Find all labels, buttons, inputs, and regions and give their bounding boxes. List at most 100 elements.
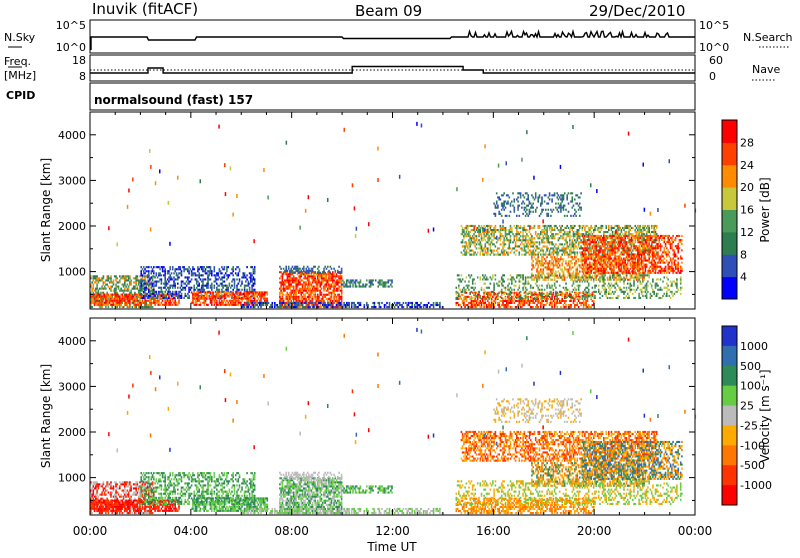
heatmap-cell [467, 245, 469, 247]
heatmap-cell [491, 233, 493, 235]
heatmap-cell [143, 266, 145, 268]
heatmap-cell [529, 231, 531, 233]
heatmap-cell [548, 247, 550, 249]
heatmap-cell [229, 291, 231, 293]
heatmap-cell [119, 296, 121, 298]
heatmap-cell [229, 274, 231, 276]
heatmap-cell [318, 277, 320, 279]
heatmap-cell [153, 289, 155, 291]
heatmap-cell [585, 275, 587, 277]
heatmap-cell [206, 298, 208, 300]
heatmap-cell [328, 270, 330, 272]
heatmap-cell [590, 249, 592, 251]
heatmap-cell [295, 292, 297, 294]
heatmap-cell [519, 254, 521, 256]
heatmap-cell [531, 239, 533, 241]
heatmap-cell [403, 302, 405, 304]
heatmap-cell [166, 302, 168, 304]
heatmap-cell [594, 258, 596, 260]
heatmap-cell [582, 247, 584, 249]
heatmap-cell [527, 245, 529, 247]
heatmap-cell [532, 264, 534, 266]
heatmap-cell [318, 279, 320, 281]
heatmap-cell [128, 279, 130, 281]
heatmap-cell [332, 277, 334, 279]
heatmap-cell [495, 237, 497, 239]
heatmap-cell [498, 211, 500, 213]
heatmap-cell [390, 284, 392, 286]
heatmap-cell [593, 237, 595, 239]
heatmap-cell [152, 297, 154, 299]
heatmap-cell [551, 273, 553, 275]
heatmap-cell [532, 250, 534, 252]
heatmap-cell [335, 270, 337, 272]
heatmap-cell [317, 288, 319, 290]
heatmap-cell [548, 203, 550, 205]
heatmap-cell [153, 270, 155, 272]
heatmap-cell [129, 277, 131, 279]
heatmap-cell [485, 250, 487, 252]
heatmap-cell [366, 284, 368, 286]
heatmap-cell [144, 272, 146, 274]
heatmap-cell [514, 247, 516, 249]
heatmap-cell [645, 225, 647, 227]
heatmap-cell [590, 266, 592, 268]
heatmap-cell [115, 288, 117, 290]
heatmap-cell [254, 268, 256, 270]
heatmap-cell [569, 229, 571, 231]
heatmap-cell [188, 297, 190, 299]
heatmap-cell [495, 213, 497, 215]
heatmap-cell [485, 245, 487, 247]
heatmap-cell [599, 251, 601, 253]
heatmap-cell [298, 272, 300, 274]
heatmap-cell [99, 277, 101, 279]
heatmap-cell [616, 277, 618, 279]
heatmap-cell [108, 286, 110, 288]
heatmap-cell [101, 306, 103, 308]
heatmap-cell [553, 271, 555, 273]
heatmap-cell [520, 194, 522, 196]
heatmap-cell [524, 225, 526, 227]
heatmap-cell [520, 231, 522, 233]
heatmap-cell [598, 229, 600, 231]
heatmap-cell [156, 274, 158, 276]
heatmap-cell [481, 245, 483, 247]
heatmap-cell [548, 264, 550, 266]
heatmap-cell [594, 239, 596, 241]
heatmap-cell [569, 245, 571, 247]
heatmap-cell [519, 233, 521, 235]
heatmap-cell [540, 205, 542, 207]
heatmap-cell [554, 237, 556, 239]
heatmap-cell [427, 306, 429, 308]
heatmap-cell [253, 304, 255, 306]
heatmap-cell [198, 268, 200, 270]
heatmap-cell [558, 211, 560, 213]
heatmap-cell [580, 279, 582, 281]
heatmap-cell [554, 277, 556, 279]
heatmap-cell [162, 268, 164, 270]
heatmap-cell [474, 252, 476, 254]
heatmap-cell [594, 227, 596, 229]
heatmap-cell [633, 279, 635, 281]
heatmap-cell [196, 283, 198, 285]
heatmap-cell [645, 229, 647, 231]
heatmap-cell [509, 233, 511, 235]
heatmap-cell [306, 290, 308, 292]
heatmap-cell [163, 266, 165, 268]
heatmap-cell [556, 250, 558, 252]
heatmap-cell [178, 302, 180, 304]
heatmap-cell [244, 272, 246, 274]
heatmap-cell [153, 272, 155, 274]
heatmap-cell [254, 270, 256, 272]
heatmap-cell [206, 272, 208, 274]
heatmap-cell [348, 306, 350, 308]
heatmap-cell [582, 227, 584, 229]
heatmap-cell [246, 289, 248, 291]
heatmap-cell [589, 229, 591, 231]
heatmap-cell [125, 277, 127, 279]
heatmap-cell [280, 306, 282, 308]
heatmap-cell [130, 292, 132, 294]
heatmap-cell [569, 239, 571, 241]
heatmap-cell [560, 211, 562, 213]
heatmap-cell [238, 304, 240, 306]
